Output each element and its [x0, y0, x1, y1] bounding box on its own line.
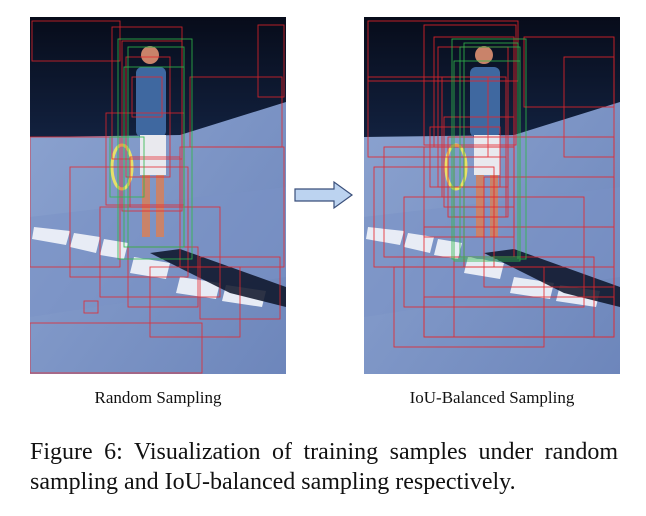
random-sampling-scene — [30, 17, 286, 374]
random-sampling-image — [30, 17, 286, 374]
iou-balanced-sampling-image — [364, 17, 620, 374]
iou-balanced-sampling-label: IoU-Balanced Sampling — [409, 388, 575, 407]
figure-caption: Figure 6: Visualization of training samp… — [30, 439, 618, 495]
iou-balanced-sampling-scene — [364, 17, 620, 374]
right-arrow-icon — [294, 180, 354, 210]
random-sampling-label: Random Sampling — [94, 388, 222, 407]
